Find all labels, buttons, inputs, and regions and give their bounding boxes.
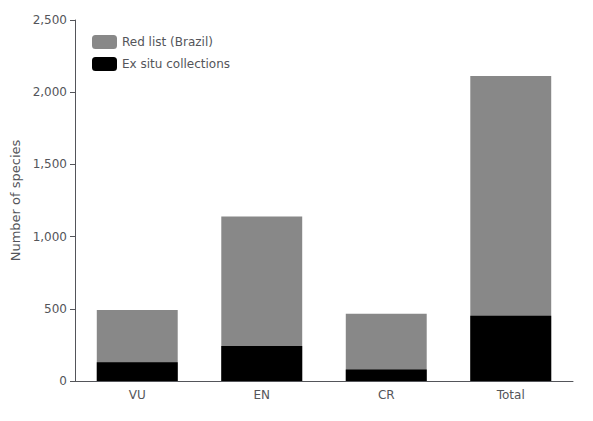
svg-text:2,500: 2,500: [33, 13, 67, 27]
svg-text:VU: VU: [129, 388, 146, 402]
svg-text:Total: Total: [496, 388, 525, 402]
svg-text:EN: EN: [253, 388, 270, 402]
svg-text:Ex situ collections: Ex situ collections: [122, 57, 230, 71]
svg-text:500: 500: [44, 302, 67, 316]
svg-text:0: 0: [59, 374, 67, 388]
svg-text:1,000: 1,000: [33, 230, 67, 244]
svg-text:CR: CR: [378, 388, 395, 402]
svg-text:Number of species: Number of species: [8, 139, 23, 261]
svg-text:2,000: 2,000: [33, 85, 67, 99]
svg-text:Red list (Brazil): Red list (Brazil): [122, 35, 213, 49]
svg-text:1,500: 1,500: [33, 157, 67, 171]
